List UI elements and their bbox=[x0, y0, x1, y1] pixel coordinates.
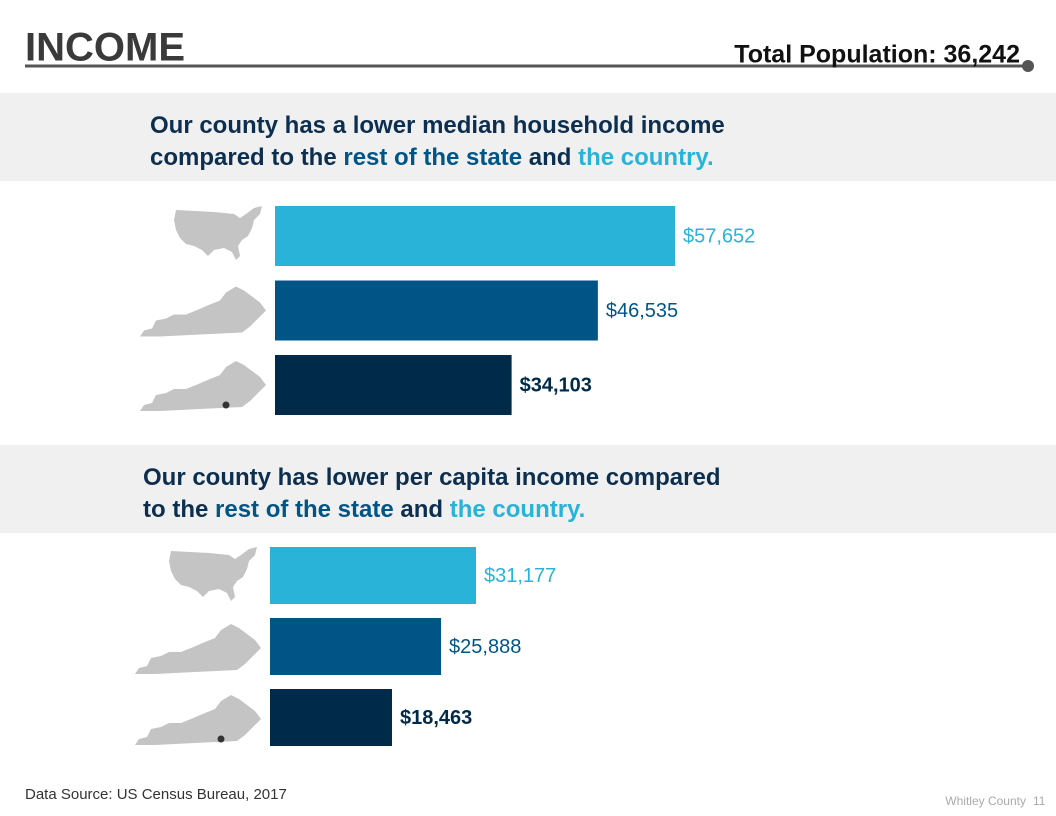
title-segment: and bbox=[394, 496, 450, 523]
title-segment: rest of the state bbox=[215, 496, 394, 523]
title-segment: Our county has a lower median household … bbox=[150, 112, 725, 139]
map-icon bbox=[140, 286, 266, 337]
population: Total Population: 36,242 bbox=[734, 41, 1020, 69]
map-icon bbox=[140, 361, 266, 411]
title-segment: compared to the bbox=[150, 144, 343, 171]
title-segment: the country. bbox=[578, 144, 714, 171]
chart-title: Our county has a lower median household … bbox=[150, 112, 725, 139]
county-marker bbox=[217, 735, 225, 743]
title-segment: and bbox=[522, 144, 578, 171]
bar bbox=[270, 618, 442, 675]
title-band bbox=[0, 93, 1056, 181]
title-segment: Our county has lower per capita income c… bbox=[143, 464, 721, 491]
map-icon bbox=[169, 547, 257, 601]
chart-title: Our county has lower per capita income c… bbox=[143, 464, 721, 491]
county-name: Whitley County bbox=[945, 794, 1026, 808]
page-title: INCOME bbox=[25, 26, 185, 70]
chart-title: to the rest of the state and the country… bbox=[143, 496, 585, 523]
value-label: $57,652 bbox=[683, 225, 755, 247]
bar bbox=[270, 547, 476, 604]
bar bbox=[275, 355, 512, 415]
map-icon bbox=[174, 206, 262, 260]
county-marker bbox=[222, 401, 230, 409]
title-segment: rest of the state bbox=[343, 144, 522, 171]
bar bbox=[270, 689, 392, 746]
map-icon bbox=[135, 624, 261, 674]
value-label: $31,177 bbox=[484, 565, 556, 587]
value-label: $46,535 bbox=[606, 300, 678, 322]
rule-dot bbox=[1022, 60, 1034, 72]
value-label: $18,463 bbox=[400, 707, 472, 729]
value-label: $34,103 bbox=[520, 374, 592, 396]
chart-title: compared to the rest of the state and th… bbox=[150, 144, 714, 171]
value-label: $25,888 bbox=[449, 636, 521, 658]
title-segment: the country. bbox=[450, 496, 586, 523]
title-segment: to the bbox=[143, 496, 215, 523]
bar bbox=[275, 206, 675, 266]
map-icon bbox=[135, 695, 261, 745]
data-source: Data Source: US Census Bureau, 2017 bbox=[25, 786, 287, 803]
title-band bbox=[0, 445, 1056, 533]
page-number: 11 bbox=[1033, 794, 1046, 808]
bar bbox=[275, 280, 598, 341]
